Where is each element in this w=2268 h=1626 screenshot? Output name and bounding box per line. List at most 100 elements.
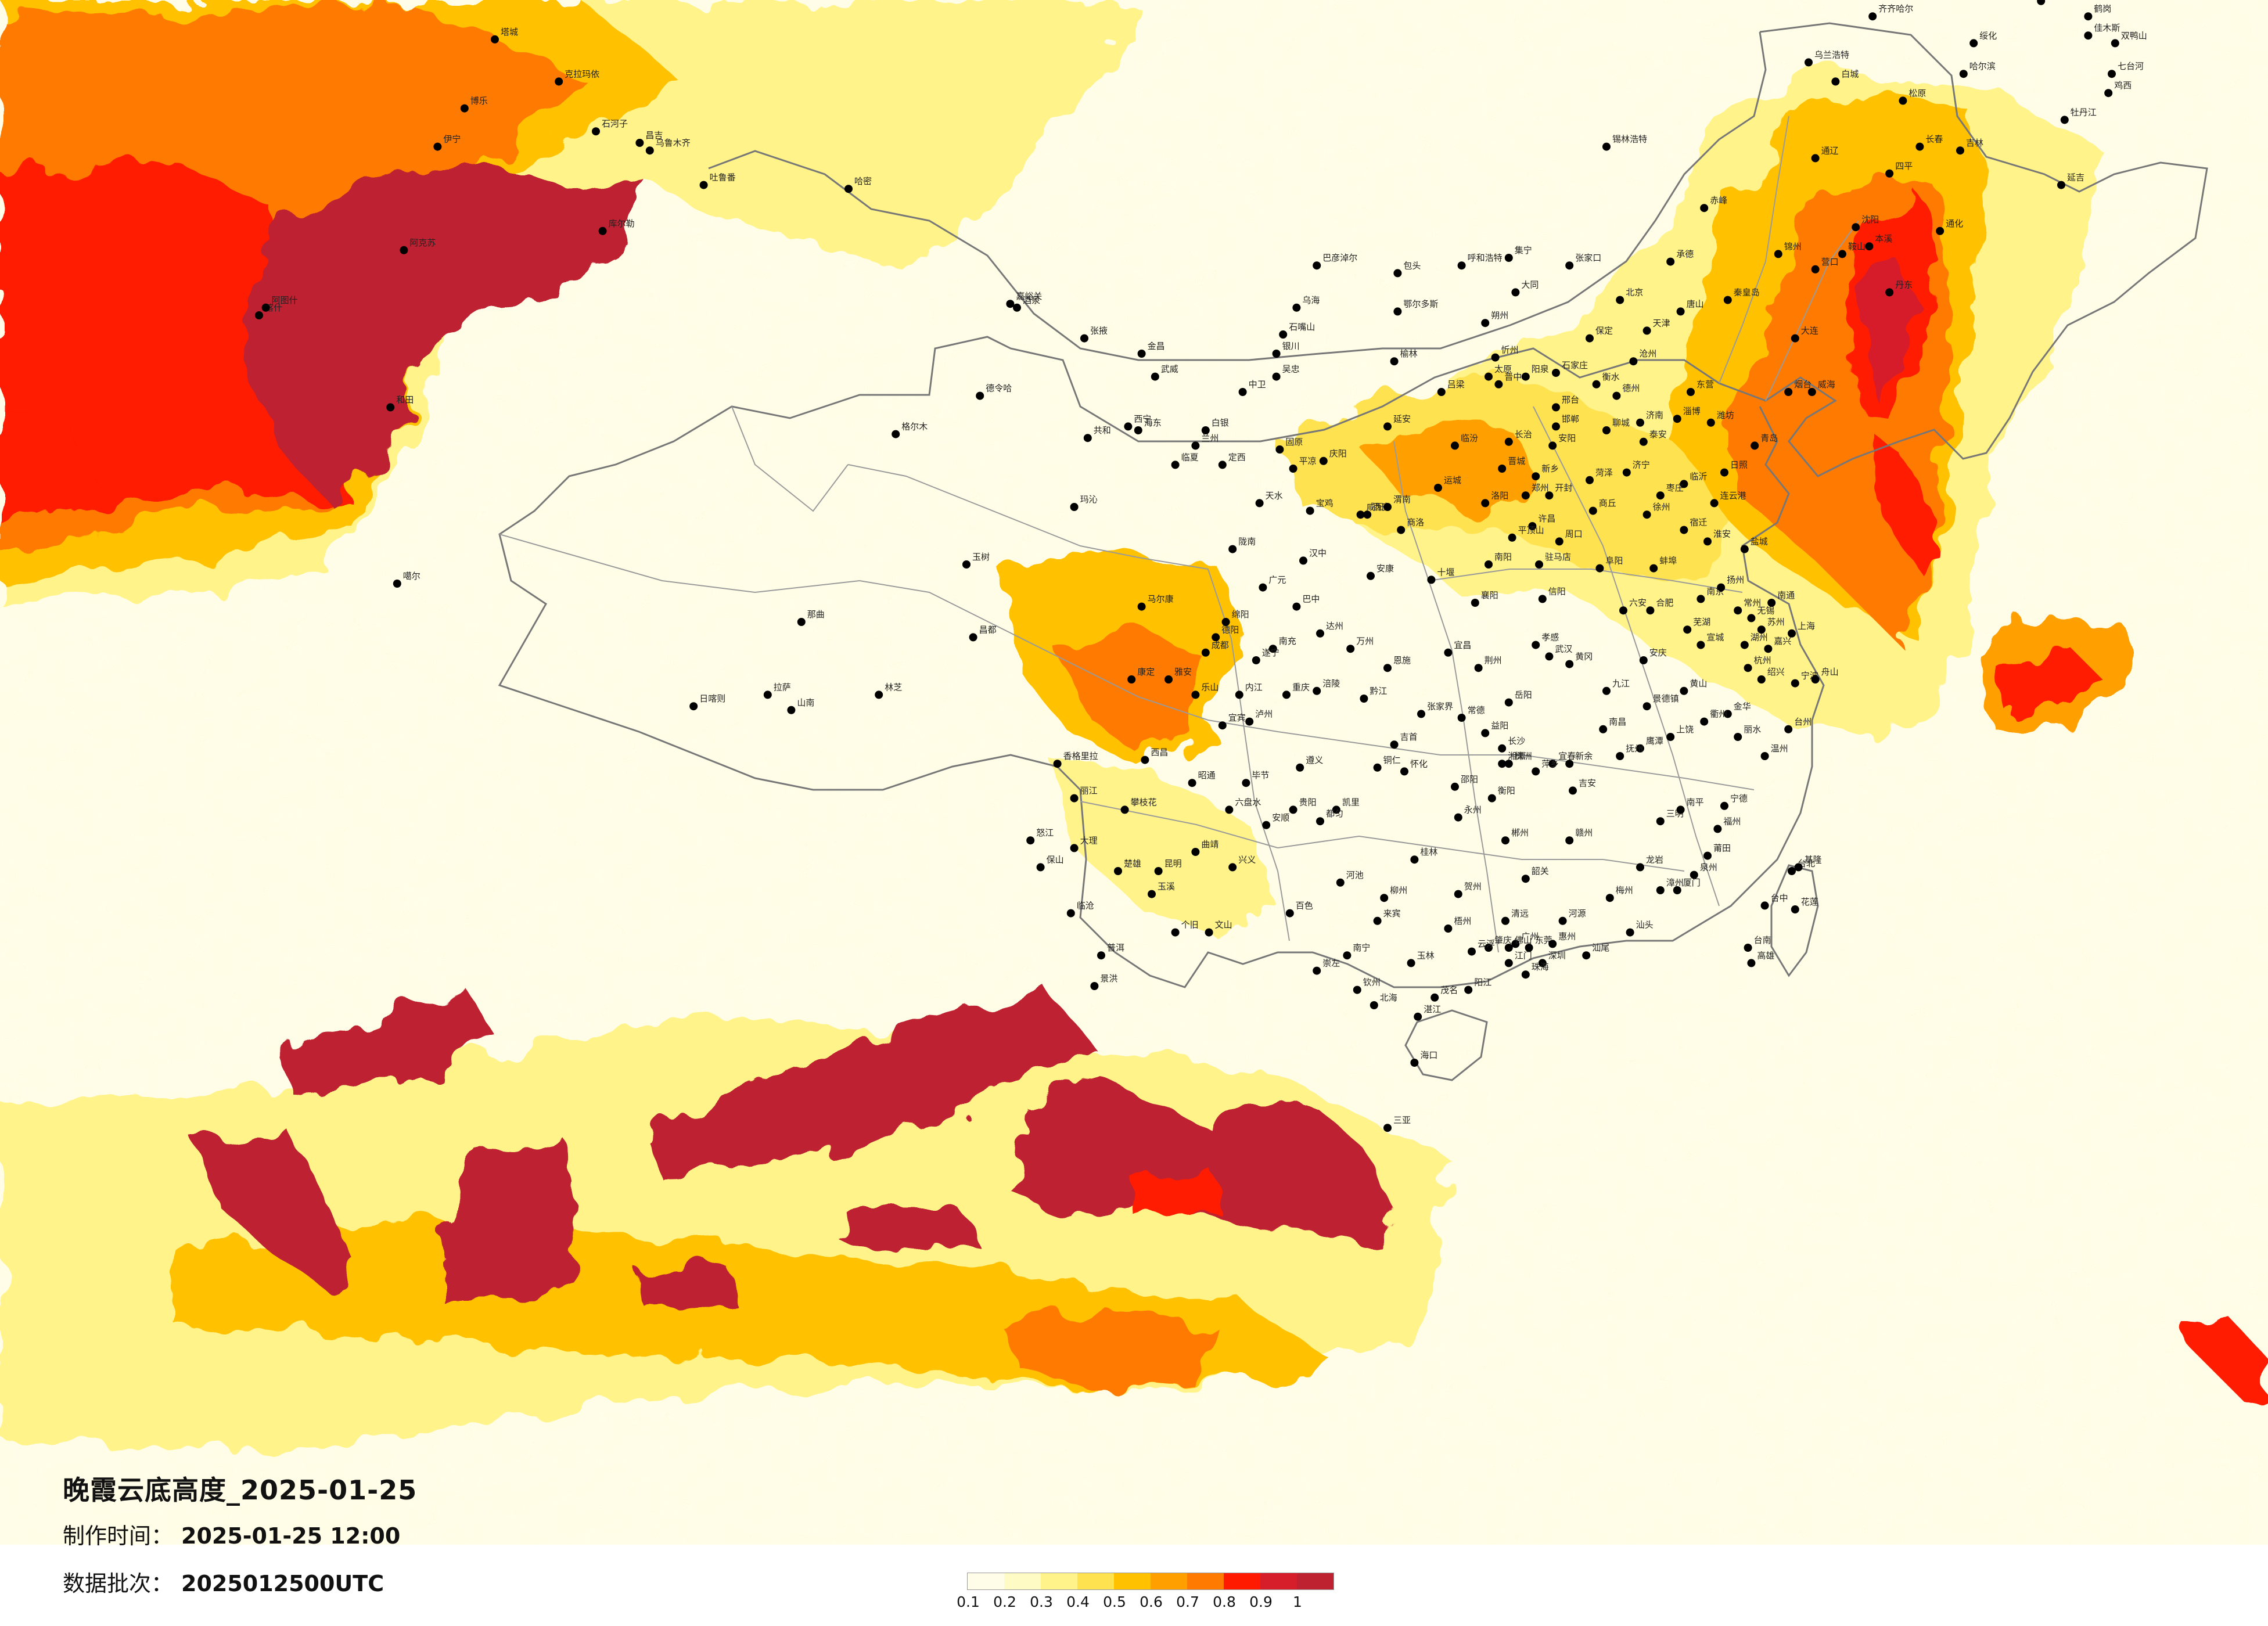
city-label: 合肥: [1656, 598, 1673, 608]
city-dot: [1026, 836, 1035, 845]
city-dot: [1356, 510, 1365, 519]
city-dot: [1070, 844, 1079, 852]
city-label: 遵义: [1306, 755, 1323, 765]
city-label: 宿迁: [1690, 517, 1707, 528]
legend-swatch-5: [1151, 1573, 1187, 1589]
city-dot: [1723, 710, 1732, 718]
city-dot: [1191, 848, 1200, 856]
city-dot: [1363, 510, 1372, 519]
city-dot: [1565, 760, 1574, 768]
city-label: 普洱: [1107, 942, 1124, 953]
city-dot: [1245, 717, 1254, 726]
city-dot: [1805, 58, 1813, 67]
city-label: 东莞: [1535, 935, 1552, 945]
city-label: 上饶: [1676, 724, 1694, 735]
make-time-row: 制作时间： 2025-01-25 12:00: [63, 1518, 400, 1550]
city-label: 大理: [1080, 835, 1098, 846]
city-label: 龙岩: [1646, 854, 1663, 865]
city-label: 丹东: [1895, 279, 1913, 290]
city-dot: [1642, 702, 1651, 711]
city-dot: [1268, 645, 1277, 653]
city-label: 盐城: [1751, 537, 1768, 547]
city-dot: [1498, 465, 1507, 473]
city-label: 河池: [1346, 870, 1364, 880]
city-dot: [1252, 656, 1260, 664]
city-label: 吉林: [1966, 138, 1983, 148]
city-dot: [1191, 441, 1200, 450]
city-label: 晋中: [1504, 372, 1522, 382]
city-dot: [2108, 70, 2116, 78]
city-label: 广元: [1268, 575, 1286, 585]
legend-tick-label: 0.3: [1030, 1593, 1053, 1610]
city-dot: [1397, 526, 1406, 534]
city-dot: [763, 690, 772, 699]
city-dot: [1228, 863, 1237, 872]
map-canvas: 齐齐哈尔乌兰浩特伊春鹤岗佳木斯双鸭山七台河鸡西绥化哈尔滨牡丹江吉林长春松原白城通…: [0, 0, 2268, 1545]
city-dot: [1511, 940, 1520, 948]
city-label: 安庆: [1649, 647, 1667, 658]
city-label: 怀化: [1410, 758, 1428, 769]
city-dot: [1666, 257, 1675, 266]
legend-tick-label: 0.6: [1140, 1593, 1163, 1610]
city-dot: [1481, 729, 1490, 738]
city-dot: [1504, 959, 1513, 967]
city-dot: [1680, 480, 1688, 488]
city-dot: [1757, 625, 1766, 634]
legend-tick-label: 0.4: [1066, 1593, 1090, 1610]
city-dot: [1296, 763, 1304, 772]
city-label: 烟台: [1794, 379, 1811, 390]
city-label: 庆阳: [1329, 448, 1347, 459]
city-label: 台州: [1794, 717, 1811, 727]
city-label: 和田: [396, 394, 414, 405]
city-dot: [1734, 606, 1742, 615]
city-label: 延吉: [2067, 172, 2084, 183]
city-label: 牡丹江: [2071, 107, 2097, 117]
city-label: 芜湖: [1693, 617, 1710, 627]
city-dot: [1565, 261, 1574, 270]
city-dot: [1285, 909, 1294, 918]
city-dot: [491, 35, 499, 44]
city-label: 河源: [1569, 908, 1586, 919]
city-dot: [1242, 779, 1250, 787]
city-label: 喀什: [265, 303, 282, 313]
city-dot: [1532, 641, 1540, 649]
city-dot: [1451, 782, 1459, 791]
city-label: 阿克苏: [409, 238, 436, 248]
city-label: 宁德: [1730, 793, 1748, 804]
city-dot: [699, 181, 708, 189]
city-label: 徐州: [1653, 502, 1670, 512]
city-label: 高雄: [1757, 950, 1774, 961]
city-label: 克拉玛依: [565, 69, 599, 79]
city-dot: [1292, 303, 1301, 312]
city-label: 新余: [1575, 751, 1593, 761]
city-dot: [1565, 660, 1574, 668]
city-label: 石嘴山: [1289, 322, 1315, 332]
city-label: 沧州: [1639, 348, 1656, 359]
city-label: 哈尔滨: [1969, 61, 1996, 71]
city-label: 晋城: [1508, 456, 1525, 466]
city-label: 阳江: [1474, 977, 1491, 988]
city-dot: [1148, 890, 1156, 898]
city-label: 乌海: [1302, 295, 1320, 305]
city-label: 黄山: [1690, 678, 1707, 689]
city-label: 十堰: [1437, 567, 1454, 577]
city-dot: [1316, 817, 1324, 826]
city-dot: [1687, 388, 1695, 396]
city-dot: [1569, 786, 1577, 795]
city-label: 南阳: [1494, 552, 1512, 562]
city-dot: [1124, 422, 1133, 431]
city-label: 中卫: [1249, 379, 1266, 390]
city-dot: [1865, 242, 1874, 251]
city-dot: [1272, 350, 1281, 358]
city-label: 集宁: [1515, 245, 1532, 256]
city-dot: [1757, 675, 1766, 684]
city-label: 舟山: [1821, 667, 1839, 677]
city-dot: [1680, 526, 1688, 534]
city-label: 泰安: [1649, 429, 1667, 440]
cloud-height-map: 齐齐哈尔乌兰浩特伊春鹤岗佳木斯双鸭山七台河鸡西绥化哈尔滨牡丹江吉林长春松原白城通…: [0, 0, 2268, 1545]
city-label: 重庆: [1292, 682, 1310, 692]
city-label: 达州: [1326, 621, 1343, 631]
city-dot: [1487, 794, 1496, 803]
city-dot: [2037, 0, 2046, 5]
city-dot: [1521, 970, 1530, 979]
